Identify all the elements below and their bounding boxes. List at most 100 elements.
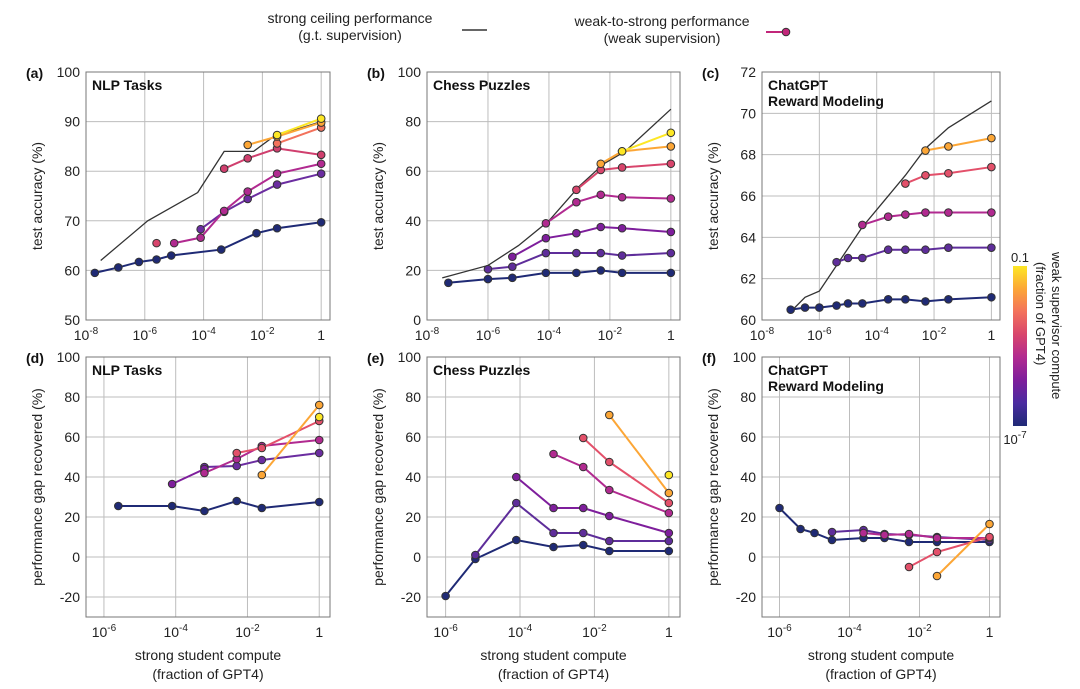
data-point (196, 224, 205, 234)
data-point (314, 497, 324, 507)
panel-title: Reward Modeling (768, 93, 884, 109)
legend-w2s-marker (781, 27, 791, 37)
y-tick-label: 72 (740, 64, 756, 80)
data-point (987, 208, 996, 217)
y-tick-label: 80 (405, 114, 421, 130)
data-point (932, 547, 942, 557)
data-point (578, 540, 588, 550)
data-point (987, 133, 996, 143)
data-point (605, 511, 614, 521)
data-point (883, 245, 893, 255)
series (508, 222, 676, 262)
series-line (261, 404, 321, 476)
y-tick-label: 64 (740, 229, 756, 245)
y-axis-label: test accuracy (%) (29, 142, 45, 250)
x-tick-label: 10-4 (864, 326, 889, 343)
x-tick-label: 10-2 (907, 623, 932, 640)
data-point (219, 206, 229, 216)
data-point (541, 218, 551, 228)
x-tick-exp: -8 (765, 326, 774, 337)
x-tick-base: 10 (92, 624, 108, 640)
series (444, 266, 676, 288)
ceiling-line (790, 100, 992, 313)
y-tick-label: 0 (413, 312, 421, 328)
y-tick-label: 70 (740, 105, 756, 121)
x-tick-label: 10-2 (235, 623, 260, 640)
colorbar-title-line2: (fraction of GPT4) (1033, 262, 1048, 365)
data-point (858, 299, 867, 308)
y-tick-label: 100 (398, 64, 422, 80)
x-tick-label: 10-4 (191, 326, 216, 343)
plot-frame (85, 356, 331, 618)
series (901, 162, 996, 188)
x-tick-label: 10-2 (582, 623, 607, 640)
y-tick-label: 100 (57, 349, 81, 365)
y-axis-label: performance gap recovered (%) (705, 388, 721, 586)
series-line (223, 147, 322, 170)
x-tick-exp: -2 (923, 623, 932, 634)
series-line (173, 162, 322, 245)
panel-title: ChatGPT (768, 362, 828, 378)
data-point (921, 171, 930, 180)
data-point (858, 253, 867, 263)
panel-title: Chess Puzzles (433, 362, 530, 378)
series-line (276, 117, 322, 136)
data-point (985, 532, 994, 542)
x-tick-label: 1 (667, 327, 675, 343)
y-tick-label: -20 (401, 589, 421, 605)
data-point (617, 147, 627, 156)
series-line (118, 499, 320, 513)
data-point (216, 245, 226, 254)
data-point (859, 528, 868, 538)
data-point (232, 448, 242, 458)
data-point (617, 163, 627, 172)
x-tick-label: 10-4 (163, 623, 188, 640)
data-point (541, 268, 551, 278)
data-point (904, 529, 914, 539)
series-line (545, 193, 671, 225)
x-tick-base: 10 (74, 327, 90, 343)
data-point (314, 400, 324, 410)
x-tick-exp: -8 (89, 326, 98, 337)
plot-frame (761, 356, 1001, 618)
y-tick-label: -20 (60, 589, 80, 605)
data-point (664, 536, 674, 546)
data-point (987, 292, 996, 302)
x-tick-exp: -4 (207, 326, 216, 337)
legend-w2s-label-line2: (weak supervision) (604, 30, 721, 46)
data-point (987, 162, 996, 172)
series (617, 128, 676, 156)
data-point (664, 508, 674, 518)
series-line (575, 162, 671, 191)
data-point (549, 503, 558, 513)
x-tick-exp: -4 (880, 326, 889, 337)
data-point (166, 251, 176, 260)
x-tick-label: 10-6 (476, 326, 501, 343)
data-point (901, 295, 910, 304)
y-axis-label: performance gap recovered (%) (29, 388, 45, 586)
y-tick-label: 60 (64, 429, 80, 445)
series (441, 535, 674, 601)
y-tick-label: 0 (748, 549, 756, 565)
x-tick-label: 10-8 (74, 326, 99, 343)
series (169, 159, 326, 248)
x-tick-exp: -8 (430, 326, 439, 337)
y-tick-label: 68 (740, 147, 756, 163)
series (921, 133, 996, 155)
x-tick-exp: -2 (598, 623, 607, 634)
data-point (196, 233, 205, 242)
data-point (596, 266, 606, 275)
series (775, 503, 994, 547)
data-point (666, 194, 676, 203)
data-point (810, 528, 819, 538)
data-point (252, 228, 261, 238)
x-tick-label: 10-6 (133, 326, 158, 343)
panel-label: (f) (702, 350, 716, 366)
y-tick-label: 40 (64, 469, 80, 485)
y-tick-label: 20 (405, 509, 421, 525)
data-point (257, 443, 267, 453)
x-tick-base: 10 (191, 327, 207, 343)
series (578, 433, 674, 508)
y-tick-label: 60 (740, 429, 756, 445)
